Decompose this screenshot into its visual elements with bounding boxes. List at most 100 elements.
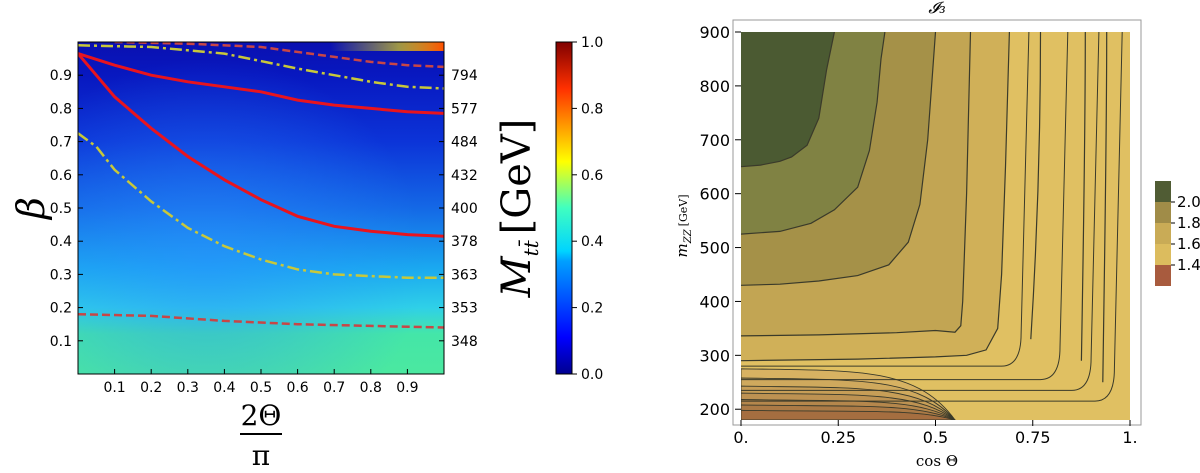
contour-line-vertical	[1030, 32, 1042, 340]
heatmap-ylabel-right: Mtt̄ [GeV]	[494, 119, 543, 299]
heatmap-y-tick-label: 0.6	[50, 168, 72, 184]
heatmap-xlabel-denominator: π	[252, 439, 270, 472]
contour-ylabel-unit: [GeV]	[677, 195, 690, 227]
heatmap-y-right-tick-label: 400	[451, 201, 478, 217]
contour-x-tick-label: 0.5	[923, 428, 948, 447]
colorbar-tick-label: 0.8	[581, 101, 603, 117]
contour-bottom-bands	[741, 368, 956, 420]
contour-panel: 0. 0.25 0.5 0.75 1. 200 300 400 500 600 700 800 900…	[673, 0, 1142, 470]
contour-y-tick-label: 300	[699, 346, 730, 365]
colorbar-tick-label: 0.6	[581, 168, 603, 184]
legend-swatch	[1155, 223, 1171, 244]
colorbar: 0.0 0.2 0.4 0.6 0.8 1.0	[555, 35, 603, 383]
contour-line-bend	[741, 32, 1123, 402]
contour-lines	[741, 32, 1123, 402]
colorbar-gradient	[555, 41, 573, 375]
svg-text:Mtt̄[GeV]: Mtt̄ [GeV]	[494, 119, 543, 299]
heatmap-curves	[78, 42, 444, 329]
contour-x-tick-label: 0.75	[1015, 428, 1051, 447]
heatmap-panel: 0.1 0.2 0.3 0.4 0.5 0.6 0.7 0.8 0.9 0.1 0.2 0.3 0.4…	[9, 41, 543, 472]
colorbar-tick-label: 0.2	[581, 301, 603, 317]
contour-title: 𝓘₃	[928, 0, 945, 17]
heatmap-y-tick-label: 0.8	[50, 101, 72, 117]
legend-tick-label: 2.0	[1177, 193, 1200, 211]
heatmap-ylabel-right-unit: [GeV]	[494, 119, 540, 235]
curve-darkred-dashed-lower	[78, 312, 444, 329]
heatmap-y-tick-label: 0.1	[50, 334, 72, 350]
contour-line-vertical	[1102, 32, 1108, 383]
contour-y-ticks: 200 300 400 500 600 700 800 900	[699, 23, 741, 419]
contour-y-tick-label: 600	[699, 185, 730, 204]
contour-y-tick-label: 400	[699, 292, 730, 311]
heatmap-y-ticks: 0.1 0.2 0.3 0.4 0.5 0.6 0.7 0.8 0.9	[50, 68, 83, 350]
heatmap-xlabel-numerator: 2Θ	[241, 399, 282, 432]
heatmap-x-tick-label: 0.9	[396, 380, 418, 396]
contour-line-2.0	[741, 32, 886, 235]
contour-line-bend	[741, 32, 1069, 381]
legend-tick-label: 1.8	[1177, 214, 1200, 232]
contour-fill-2.2	[741, 32, 835, 167]
contour-fills	[741, 32, 1010, 361]
colorbar-tick-label: 0.0	[581, 367, 603, 383]
contour-y-tick-label: 800	[699, 77, 730, 96]
contour-ylabel: mZZ[GeV]	[673, 195, 694, 258]
heatmap-x-tick-label: 0.2	[140, 380, 162, 396]
legend-swatch	[1155, 244, 1171, 265]
heatmap-y-tick-label: 0.2	[50, 301, 72, 317]
heatmap-y-tick-label: 0.5	[50, 201, 72, 217]
legend-swatch	[1155, 202, 1171, 223]
heatmap-y-ticks-right: 348 353 363 378 400 432 484 577 794	[439, 68, 478, 350]
heatmap-x-tick-label: 0.3	[177, 380, 199, 396]
heatmap-x-tick-label: 0.5	[250, 380, 272, 396]
heatmap-x-tick-label: 0.8	[360, 380, 382, 396]
colorbar-tick-label: 1.0	[581, 35, 603, 51]
heatmap-x-ticks: 0.1 0.2 0.3 0.4 0.5 0.6 0.7 0.8 0.9	[103, 369, 419, 396]
colorbar-tick-label: 0.4	[581, 234, 603, 250]
contour-band-bottom	[741, 409, 956, 420]
contour-ylabel-sub: ZZ	[683, 228, 694, 244]
heatmap-y-tick-label: 0.3	[50, 267, 72, 283]
contour-line-2.2	[741, 32, 835, 168]
heatmap-ylabel: β	[9, 197, 53, 221]
contour-x-tick-label: 1.	[1122, 428, 1137, 447]
contour-line-1.8	[741, 32, 972, 337]
contour-x-tick-label: 0.25	[820, 428, 856, 447]
heatmap-y-right-tick-label: 353	[451, 301, 478, 317]
legend-tick-label: 1.4	[1177, 256, 1200, 274]
heatmap-ylabel-right-main: M	[494, 255, 540, 298]
curve-yellow-dashdot-lower	[78, 132, 444, 279]
contour-line-vertical	[1080, 32, 1086, 361]
heatmap-y-right-tick-label: 363	[451, 267, 478, 283]
contour-x-tick-label: 0.	[733, 428, 748, 447]
heatmap-y-right-tick-label: 348	[451, 334, 478, 350]
heatmap-y-tick-label: 0.4	[50, 234, 72, 250]
contour-x-ticks: 0. 0.25 0.5 0.75 1.	[733, 420, 1138, 447]
heatmap-x-tick-label: 0.6	[286, 380, 308, 396]
contour-xlabel: cos Θ	[916, 452, 958, 470]
heatmap-hotspot	[330, 42, 444, 51]
heatmap-x-tick-label: 0.1	[103, 380, 125, 396]
heatmap-y-tick-label: 0.7	[50, 135, 72, 151]
curve-yellow-dashdot-upper	[78, 44, 444, 90]
contour-line-1.9	[741, 32, 937, 286]
legend-tick-label: 1.6	[1177, 235, 1200, 253]
curve-darkred-dashed-upper	[114, 42, 444, 69]
heatmap-y-tick-label: 0.9	[50, 68, 72, 84]
heatmap-y-right-tick-label: 794	[451, 68, 478, 84]
svg-text:mZZ[GeV]: mZZ[GeV]	[673, 195, 694, 258]
curve-red-solid-upper	[78, 52, 444, 115]
contour-y-tick-label: 200	[699, 400, 730, 419]
heatmap-x-tick-label: 0.7	[323, 380, 345, 396]
contour-y-tick-label: 500	[699, 239, 730, 258]
contour-line-bend	[741, 32, 1030, 367]
heatmap-ylabel-right-sub: tt̄	[518, 239, 543, 256]
heatmap-y-right-tick-label: 484	[451, 135, 478, 151]
legend-swatch	[1155, 181, 1171, 202]
heatmap-y-right-tick-label: 577	[451, 101, 478, 117]
heatmap-y-right-tick-label: 378	[451, 234, 478, 250]
contour-y-tick-label: 900	[699, 23, 730, 42]
curve-red-solid-lower	[78, 52, 444, 238]
contour-y-tick-label: 700	[699, 131, 730, 150]
colorbar-ticks: 0.0 0.2 0.4 0.6 0.8 1.0	[572, 35, 603, 383]
